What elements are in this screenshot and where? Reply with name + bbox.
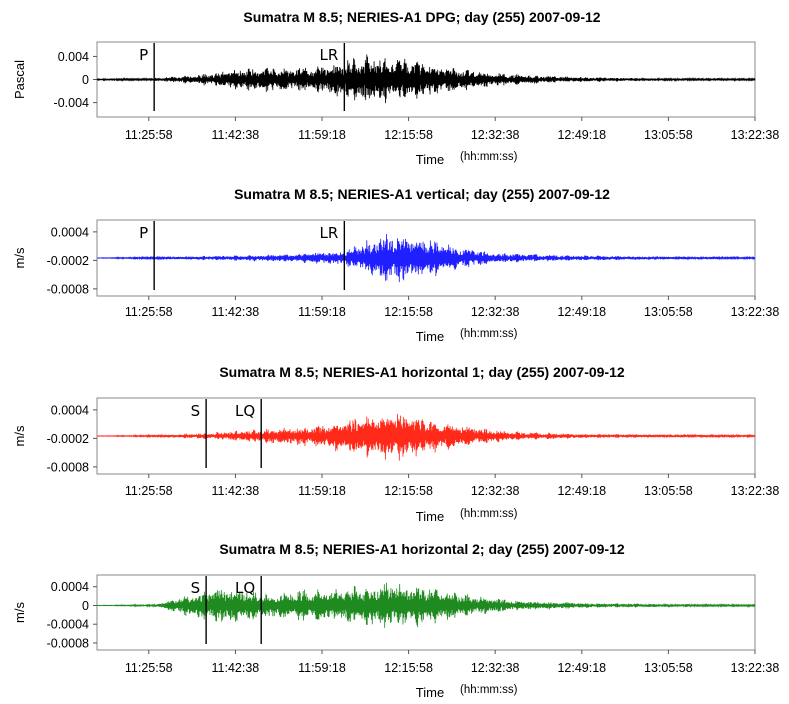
seismogram-panel: Sumatra M 8.5; NERIES-A1 horizontal 1; d… [12, 364, 779, 524]
chart-title: Sumatra M 8.5; NERIES-A1 horizontal 1; d… [219, 364, 625, 380]
x-tick-label: 11:25:58 [125, 128, 173, 142]
y-tick-label: -0.0002 [47, 254, 89, 268]
x-axis-label: Time [416, 329, 444, 344]
phase-marker-label: LR [320, 224, 339, 242]
x-tick-label: 11:42:38 [212, 661, 260, 675]
seismogram-panel: Sumatra M 8.5; NERIES-A1 horizontal 2; d… [12, 541, 779, 700]
plot-frame [96, 574, 756, 651]
x-tick-label: 12:32:38 [471, 128, 520, 142]
x-tick-label: 12:15:58 [384, 305, 433, 319]
y-tick-label: -0.0004 [47, 618, 89, 632]
phase-marker-label: S [191, 579, 201, 597]
y-axis-label: m/s [12, 602, 27, 623]
waveform-line [96, 414, 756, 461]
phase-marker-label: S [191, 402, 201, 420]
x-tick-label: 11:25:58 [125, 305, 173, 319]
seismogram-panel: Sumatra M 8.5; NERIES-A1 DPG; day (255) … [12, 9, 779, 167]
x-tick-label: 11:59:18 [298, 128, 346, 142]
x-axis-unit: (hh:mm:ss) [460, 684, 518, 696]
waveform-line [96, 233, 756, 283]
x-tick-label: 13:05:58 [644, 661, 693, 675]
x-tick-label: 12:49:18 [557, 484, 606, 498]
chart-title: Sumatra M 8.5; NERIES-A1 DPG; day (255) … [243, 9, 600, 25]
y-tick-label: 0.0004 [51, 403, 89, 417]
x-tick-label: 11:59:18 [298, 484, 346, 498]
x-tick-label: 11:42:38 [212, 128, 260, 142]
x-tick-label: 11:42:38 [212, 305, 260, 319]
phase-marker-label: LR [320, 46, 339, 64]
x-tick-label: 13:05:58 [644, 305, 693, 319]
y-tick-label: 0.0004 [51, 580, 89, 594]
x-tick-label: 13:22:38 [731, 305, 780, 319]
x-tick-label: 12:15:58 [384, 661, 433, 675]
x-tick-label: 12:15:58 [384, 128, 433, 142]
waveform-line [96, 54, 756, 104]
x-tick-label: 13:22:38 [731, 128, 780, 142]
x-axis-unit: (hh:mm:ss) [460, 508, 518, 520]
x-tick-label: 11:25:58 [125, 484, 173, 498]
y-axis-label: m/s [12, 425, 27, 446]
seismogram-panel: Sumatra M 8.5; NERIES-A1 vertical; day (… [12, 186, 779, 344]
x-tick-label: 11:25:58 [125, 661, 173, 675]
y-tick-label: -0.0008 [47, 636, 89, 650]
x-axis-unit: (hh:mm:ss) [460, 151, 518, 163]
x-tick-label: 12:49:18 [557, 128, 606, 142]
x-tick-label: 12:32:38 [471, 305, 520, 319]
phase-marker-label: LQ [235, 579, 255, 597]
y-tick-label: -0.0002 [47, 432, 89, 446]
x-tick-label: 12:49:18 [557, 305, 606, 319]
y-axis-label: m/s [12, 247, 27, 268]
phase-marker-label: P [139, 224, 148, 242]
x-tick-label: 11:59:18 [298, 305, 346, 319]
y-tick-label: 0.004 [58, 50, 89, 64]
y-axis-label: Pascal [12, 60, 27, 99]
x-tick-label: 13:22:38 [731, 484, 780, 498]
y-tick-label: 0 [82, 599, 89, 613]
y-tick-label: 0.0004 [51, 225, 89, 239]
phase-marker-label: P [139, 46, 148, 64]
x-axis-label: Time [416, 152, 444, 167]
x-tick-label: 11:42:38 [212, 484, 260, 498]
x-tick-label: 12:32:38 [471, 661, 520, 675]
y-tick-label: -0.004 [54, 96, 89, 110]
chart-title: Sumatra M 8.5; NERIES-A1 horizontal 2; d… [219, 541, 625, 557]
y-tick-label: 0 [82, 73, 89, 87]
phase-marker-label: LQ [235, 402, 255, 420]
x-tick-label: 13:05:58 [644, 484, 693, 498]
x-tick-label: 12:32:38 [471, 484, 520, 498]
x-tick-label: 13:05:58 [644, 128, 693, 142]
chart-title: Sumatra M 8.5; NERIES-A1 vertical; day (… [234, 186, 610, 202]
x-tick-label: 11:59:18 [298, 661, 346, 675]
x-axis-label: Time [416, 685, 444, 700]
y-tick-label: -0.0008 [47, 460, 89, 474]
x-tick-label: 12:15:58 [384, 484, 433, 498]
x-axis-label: Time [416, 509, 444, 524]
x-tick-label: 12:49:18 [557, 661, 606, 675]
x-axis-unit: (hh:mm:ss) [460, 328, 518, 340]
x-tick-label: 13:22:38 [731, 661, 780, 675]
y-tick-label: -0.0008 [47, 282, 89, 296]
